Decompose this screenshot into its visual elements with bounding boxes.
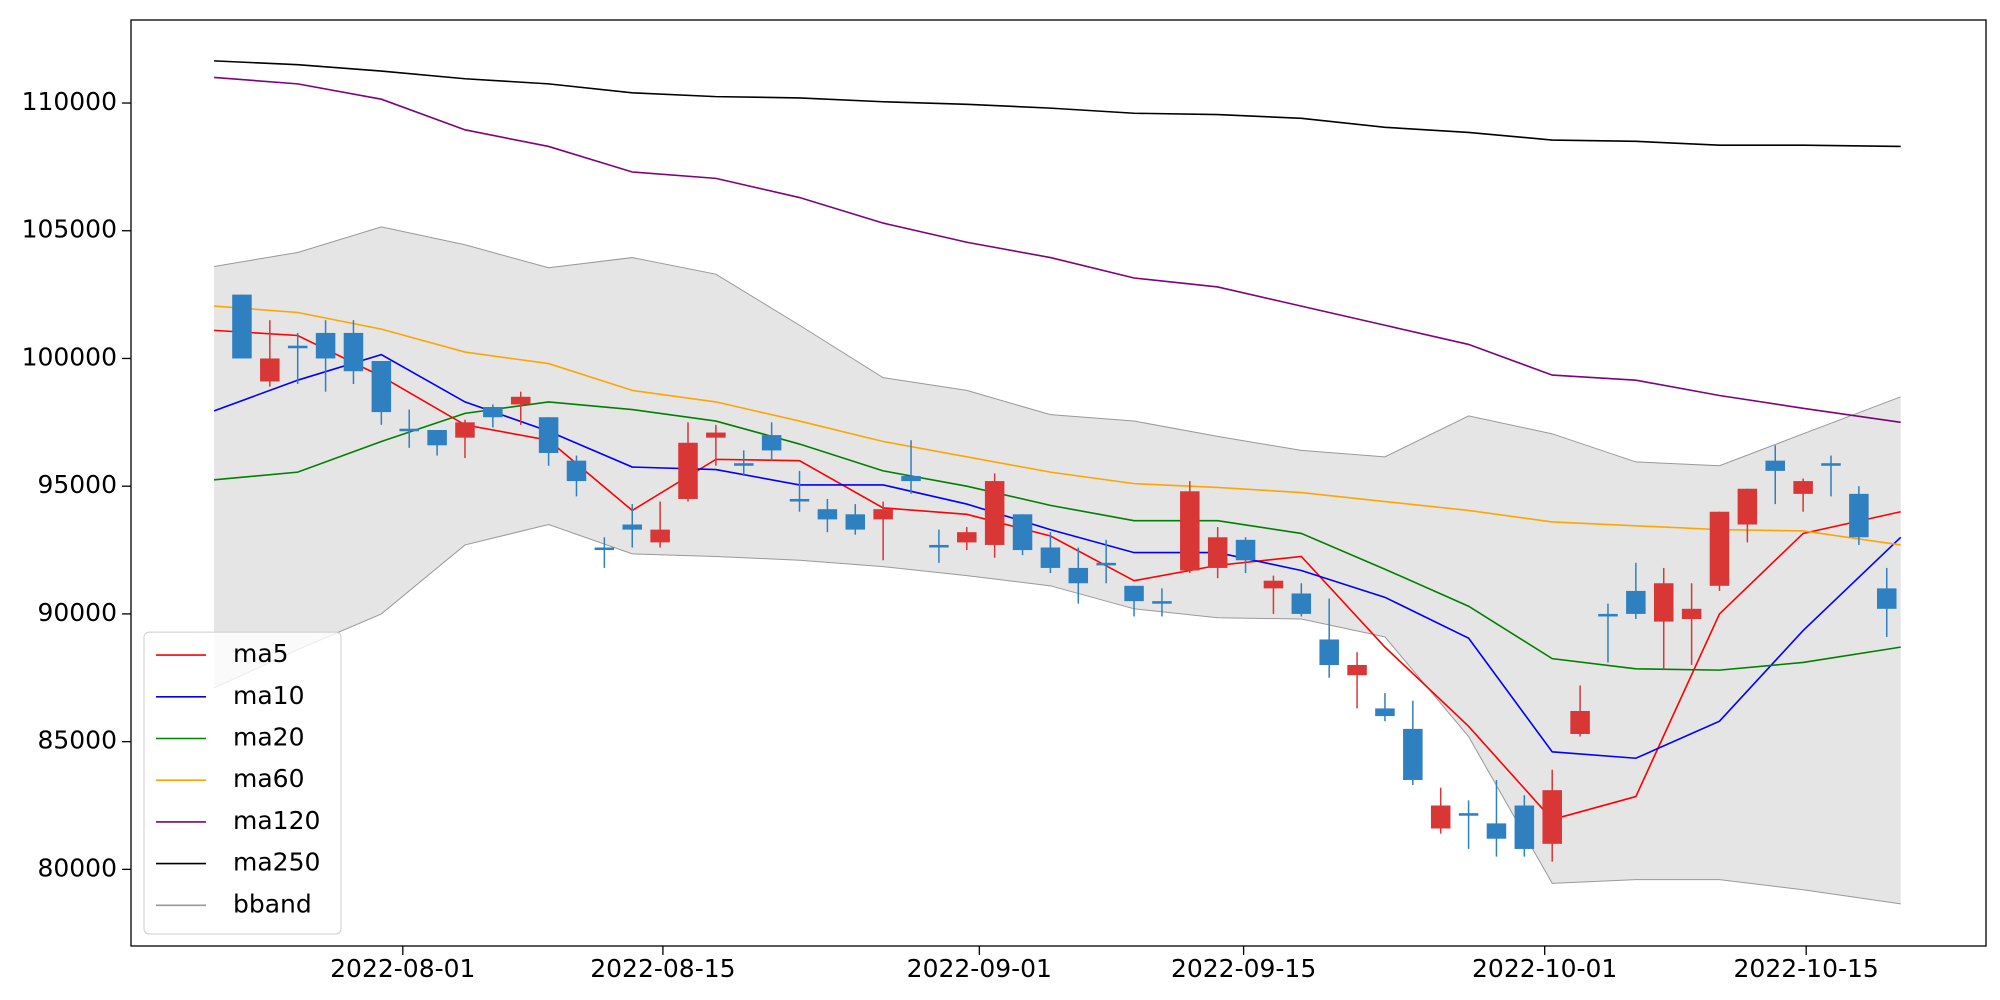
candle-body (287, 345, 308, 349)
candle-body (1709, 511, 1730, 586)
candle-body (1626, 590, 1646, 614)
y-tick-label: 90000 (37, 598, 117, 627)
x-tick-label: 2022-09-15 (1171, 954, 1316, 983)
candle-body (817, 509, 838, 520)
candle-body (1040, 547, 1061, 568)
candle-body (1570, 710, 1590, 734)
candle-body (1403, 728, 1423, 780)
candle-body (260, 358, 280, 382)
candle-body (1263, 580, 1284, 589)
candle-body (566, 460, 587, 482)
candle-body (1542, 790, 1562, 844)
candle-body (1681, 608, 1702, 620)
candle-body (1849, 493, 1869, 538)
ma-line (214, 76, 1901, 424)
candle-body (706, 432, 726, 438)
candle-body (510, 396, 531, 405)
candle-body (929, 544, 949, 548)
candle-body (1347, 665, 1367, 676)
candle-body (678, 442, 698, 499)
candle-body (232, 294, 252, 359)
legend-label: ma60 (233, 764, 304, 793)
ma-line (214, 60, 1901, 148)
candle-body (1486, 823, 1507, 839)
x-tick-label: 2022-08-01 (330, 954, 475, 983)
candle-body (1319, 639, 1339, 666)
candle-body (1821, 463, 1841, 466)
candle-body (315, 332, 336, 359)
y-tick-label: 95000 (37, 470, 117, 499)
candle-body (1876, 588, 1897, 609)
candle-body (371, 361, 392, 413)
candle-body (1235, 539, 1256, 561)
candle-body (343, 332, 364, 372)
legend-label: ma120 (233, 806, 320, 835)
legend-label: ma20 (233, 723, 304, 752)
candle-body (622, 524, 643, 530)
candle-body (901, 475, 921, 482)
candle-body (427, 429, 447, 446)
legend-label: ma10 (233, 681, 304, 710)
y-tick-label: 85000 (37, 726, 117, 755)
candle-body (483, 407, 503, 418)
candle-body (1458, 813, 1479, 816)
candle-body (1124, 585, 1144, 602)
candle-body (1430, 805, 1451, 829)
candle-body (1068, 567, 1089, 584)
candle-body (984, 481, 1005, 545)
y-tick-label: 100000 (22, 342, 117, 371)
bband-upper (213, 226, 1901, 467)
bband-lower (213, 523, 1901, 905)
candle-body (1653, 583, 1674, 622)
candle-body (873, 509, 893, 520)
candle-body (1207, 537, 1228, 568)
legend-box (143, 631, 342, 935)
candle-body (1375, 708, 1395, 717)
x-tick-label: 2022-10-01 (1472, 954, 1617, 983)
candle-body (594, 547, 615, 551)
candle-body (1180, 491, 1200, 571)
y-tick-label: 110000 (22, 87, 117, 116)
candle-body (1096, 562, 1116, 566)
candle-body (1291, 593, 1312, 614)
candle-body (1793, 481, 1813, 494)
candle-body (1514, 805, 1535, 849)
legend-label: ma5 (233, 639, 289, 668)
plot-frame (130, 19, 1987, 947)
candle-body (1152, 601, 1172, 604)
candle-body (399, 428, 419, 432)
candle-body (1012, 514, 1033, 551)
y-tick-label: 105000 (22, 215, 117, 244)
y-tick-label: 80000 (37, 853, 117, 882)
candle-body (845, 514, 866, 530)
ma-line (214, 305, 1901, 546)
candle-body (455, 422, 475, 438)
x-tick-label: 2022-09-01 (907, 954, 1052, 983)
candle-body (1598, 613, 1618, 617)
candle-body (650, 529, 670, 543)
legend-label: ma250 (233, 848, 320, 877)
x-tick-label: 2022-10-15 (1734, 954, 1879, 983)
candle-body (789, 498, 810, 502)
candle-body (1765, 460, 1785, 471)
candle-body (761, 435, 782, 451)
candle-body (538, 417, 559, 453)
legend-label: bband (233, 889, 312, 918)
candle-body (957, 532, 977, 543)
candle-body (734, 463, 754, 466)
x-tick-label: 2022-08-15 (590, 954, 735, 983)
candle-body (1737, 488, 1758, 525)
